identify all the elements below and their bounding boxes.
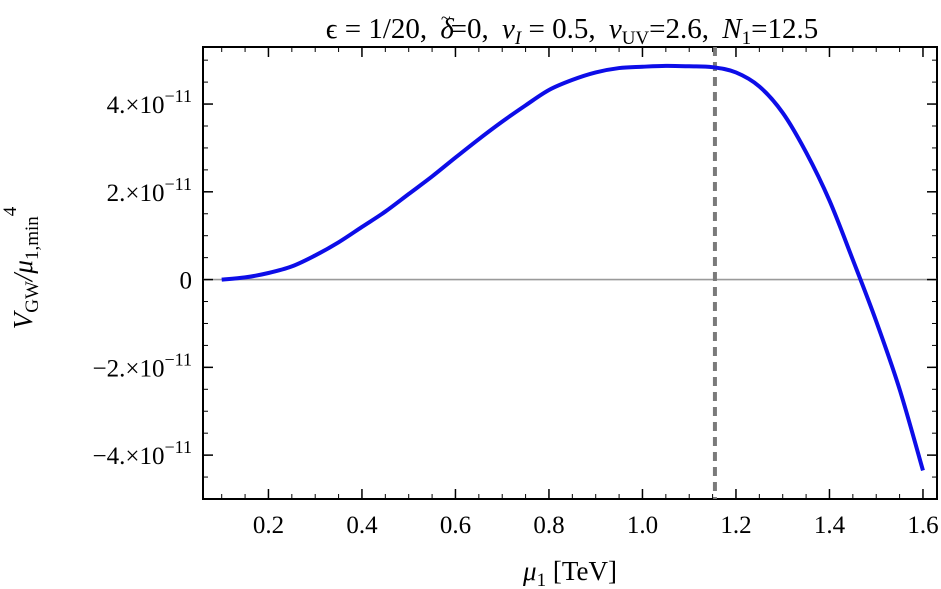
x-tick-label: 1.6 — [907, 512, 938, 539]
title-vUV-sub: UV — [622, 28, 650, 49]
y-tick-label: −2.×10−11 — [93, 349, 192, 382]
title-vI-sub: I — [514, 28, 523, 49]
y-axis-label-mu-sub: 1,min — [22, 216, 43, 260]
y-axis-label-slash: /μ — [8, 260, 38, 283]
x-tick-label: 0.4 — [346, 512, 378, 539]
x-axis-label: μ1 [TeV] — [522, 556, 617, 589]
x-tick-label: 1.4 — [814, 512, 846, 539]
x-tick-label: 0.8 — [533, 512, 564, 539]
y-axis-label: VGW/μ1,min4 — [0, 206, 43, 329]
x-tick-label: 0.2 — [253, 512, 284, 539]
x-tick-label: 0.6 — [440, 512, 471, 539]
x-axis-label-unit: [TeV] — [546, 556, 617, 586]
title-delta: δ — [440, 13, 454, 45]
title-vUV-value: =2.6, — [649, 13, 709, 45]
y-tick-label: 0 — [180, 268, 193, 295]
y-tick-label: −4.×10−11 — [93, 437, 192, 470]
title-delta-value: =0, — [451, 13, 489, 45]
title-vUV: v — [609, 13, 622, 45]
x-tick-label: 1.0 — [627, 512, 658, 539]
title-N-value: =12.5 — [751, 13, 818, 45]
y-axis-label-V-sub: GW — [22, 281, 43, 313]
x-axis-label-sub: 1 — [537, 570, 547, 589]
title-vI: v — [502, 13, 515, 45]
title-N-sub: 1 — [742, 28, 752, 49]
x-tick-label: 1.2 — [720, 512, 751, 539]
y-axis-label-V: V — [8, 309, 38, 329]
title-delta-tilde: ~ — [441, 8, 451, 28]
title-N: N — [721, 13, 743, 45]
plot-frame — [202, 46, 938, 500]
x-axis-label-mu: μ — [522, 556, 537, 586]
chart-title: ϵ = 1/20, δ~=0, vI = 0.5, vUV=2.6, N1=12… — [326, 8, 818, 49]
y-axis-label-sup: 4 — [0, 206, 21, 216]
y-tick-label: 4.×10−11 — [107, 86, 192, 119]
series-line — [221, 63, 925, 472]
title-vI-value: = 0.5, — [521, 13, 595, 45]
title-epsilon: ϵ = 1/20, — [326, 13, 427, 45]
y-tick-label: 2.×10−11 — [107, 174, 192, 207]
